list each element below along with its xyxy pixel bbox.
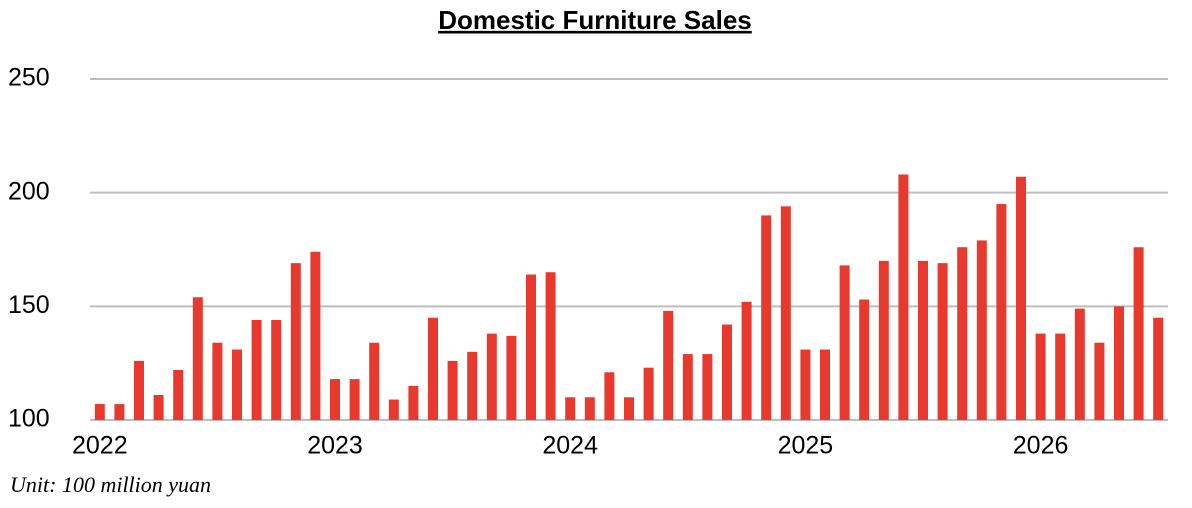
x-tick-label: 2024 <box>542 432 598 460</box>
bar <box>251 319 262 420</box>
x-tick-label: 2025 <box>778 432 834 460</box>
bar <box>702 354 713 420</box>
bar <box>1094 342 1105 420</box>
bar <box>937 263 948 420</box>
bar <box>1016 176 1026 420</box>
bar <box>486 333 497 420</box>
bar <box>271 319 282 420</box>
bar <box>349 379 360 420</box>
bar <box>722 324 732 420</box>
bar <box>565 397 576 420</box>
y-tick-label: 250 <box>8 64 50 92</box>
y-tick-label: 100 <box>8 405 50 433</box>
bar <box>604 372 615 420</box>
bar <box>741 301 752 420</box>
bar <box>212 342 223 420</box>
bar <box>780 206 791 420</box>
bar <box>428 317 438 420</box>
bar <box>1114 306 1124 420</box>
bar <box>447 360 458 420</box>
bar <box>663 310 674 420</box>
bar <box>918 260 928 420</box>
bar <box>232 349 242 420</box>
unit-note: Unit: 100 million yuan <box>10 472 211 497</box>
bar <box>173 369 184 420</box>
bar <box>153 394 164 420</box>
bar <box>408 385 419 420</box>
bar <box>820 349 830 420</box>
bar <box>839 265 850 420</box>
chart-title: Domestic Furniture Sales <box>438 5 752 35</box>
y-tick-label: 200 <box>8 177 50 205</box>
bar <box>192 297 203 420</box>
bar <box>369 342 380 420</box>
bar <box>526 274 536 420</box>
bar <box>859 299 870 420</box>
bar <box>134 360 144 420</box>
bar <box>878 260 889 420</box>
bar <box>467 351 478 420</box>
bar <box>388 399 399 420</box>
bar <box>800 349 811 420</box>
bar <box>94 404 105 420</box>
bar <box>1133 247 1144 420</box>
y-tick-label: 150 <box>8 291 50 319</box>
bar <box>898 174 909 420</box>
bar <box>290 263 301 420</box>
bar <box>761 215 772 420</box>
bar <box>1035 333 1046 420</box>
bar <box>996 204 1007 420</box>
bar <box>682 354 693 420</box>
x-tick-label: 2023 <box>307 432 363 460</box>
bar <box>310 251 321 420</box>
bar <box>1153 317 1164 420</box>
bar <box>545 272 556 420</box>
bar <box>976 240 987 420</box>
bar <box>506 335 517 420</box>
bar <box>957 247 968 420</box>
x-tick-label: 2026 <box>1013 432 1069 460</box>
x-tick-label: 2022 <box>72 432 128 460</box>
bar <box>584 397 595 420</box>
bar <box>643 367 654 420</box>
bar <box>624 397 634 420</box>
bar <box>114 404 125 420</box>
bar <box>1055 333 1066 420</box>
bar <box>1074 308 1085 420</box>
bar <box>330 379 340 420</box>
